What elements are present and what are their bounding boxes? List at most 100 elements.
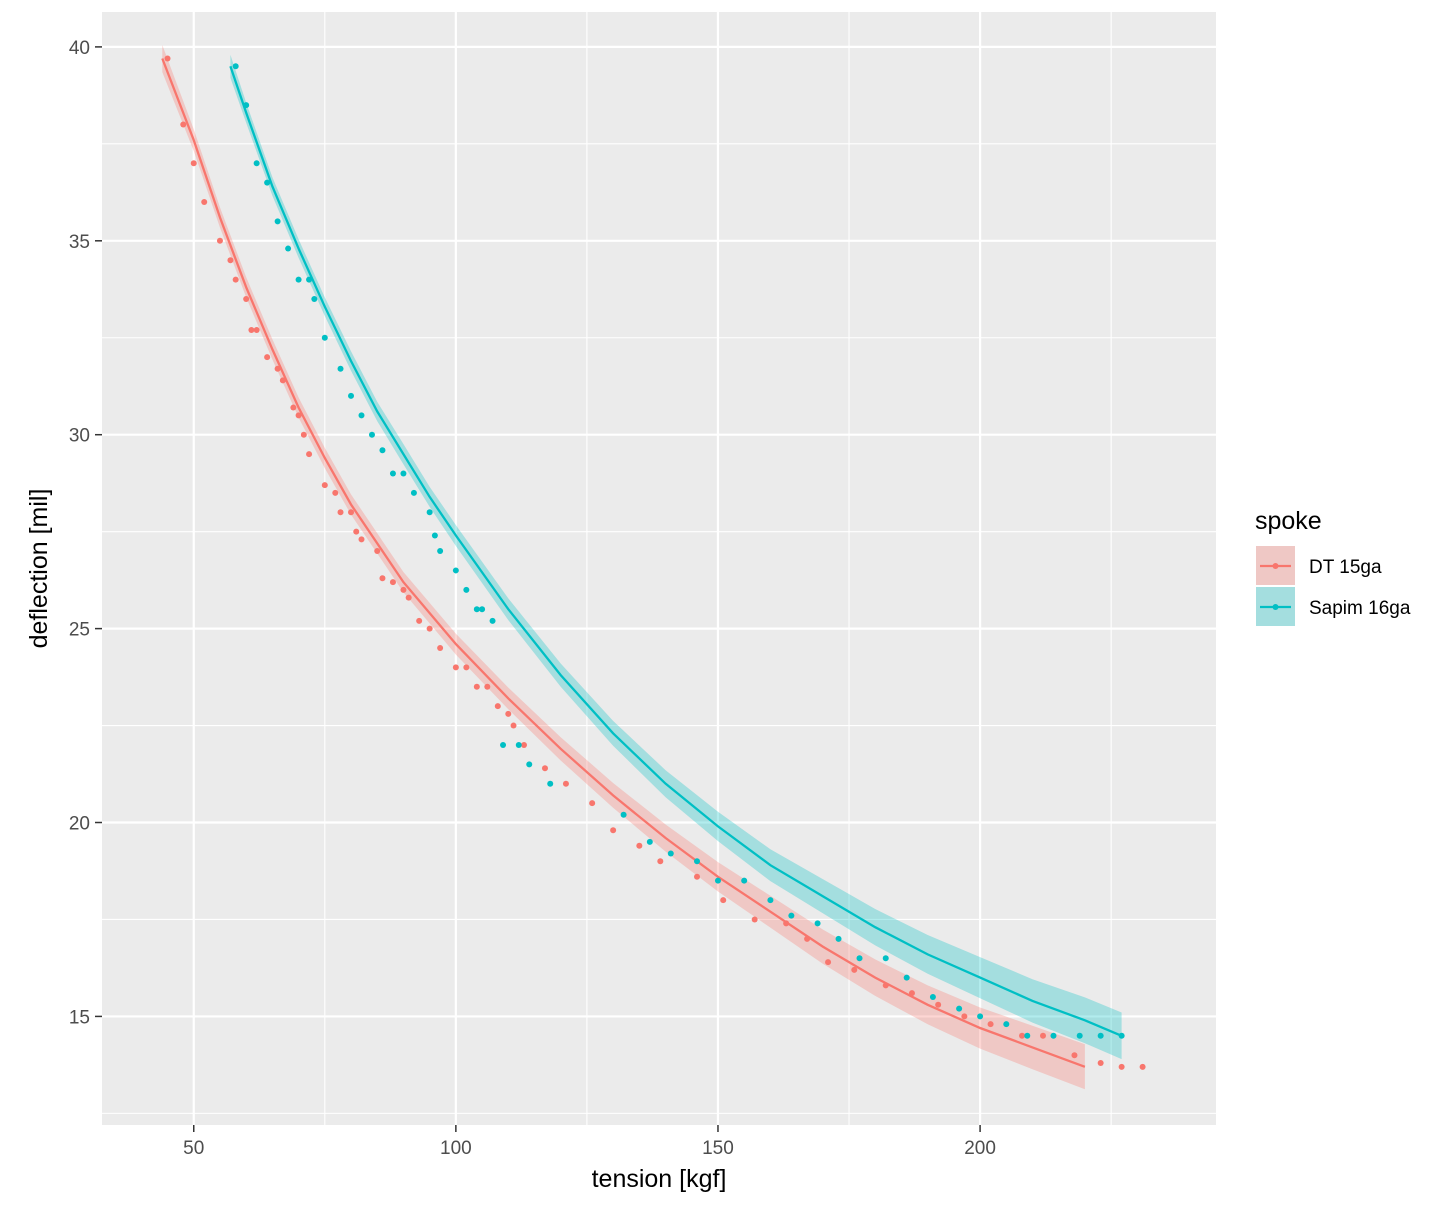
- data-point: [400, 586, 407, 593]
- data-point: [253, 327, 260, 333]
- data-point: [961, 1013, 968, 1020]
- data-point: [321, 482, 328, 489]
- data-point: [547, 780, 554, 787]
- data-point: [311, 295, 318, 302]
- data-point: [741, 877, 748, 884]
- data-point: [452, 567, 459, 574]
- data-point: [1097, 1032, 1104, 1039]
- fit-line-2: [229, 65, 1123, 1037]
- data-point: [295, 412, 302, 419]
- data-point: [473, 606, 480, 613]
- data-point: [1071, 1052, 1078, 1059]
- data-point: [368, 431, 375, 438]
- data-point: [374, 548, 381, 555]
- data-point: [636, 842, 643, 849]
- data-point: [977, 1013, 984, 1020]
- data-point: [216, 237, 223, 244]
- y-tick-label: 40: [69, 38, 90, 59]
- data-point: [348, 509, 355, 516]
- data-point: [484, 683, 491, 690]
- data-point: [473, 683, 480, 690]
- data-point: [290, 404, 297, 411]
- data-point: [274, 365, 281, 372]
- data-point: [243, 295, 250, 302]
- x-tick-labels: 50 100 150 200: [183, 1138, 996, 1159]
- axis-ticks: [95, 46, 981, 1132]
- data-point: [929, 994, 936, 1001]
- data-point: [515, 741, 522, 748]
- data-point: [908, 990, 915, 997]
- data-point: [510, 722, 517, 729]
- plot-panel-background: [102, 12, 1216, 1125]
- data-point: [190, 160, 197, 167]
- data-point: [232, 276, 239, 283]
- data-point: [300, 431, 307, 438]
- data-point: [405, 594, 412, 601]
- y-tick-label: 35: [69, 232, 90, 253]
- data-point: [657, 858, 664, 865]
- data-point: [264, 179, 271, 186]
- x-tick-label: 100: [440, 1138, 472, 1159]
- data-point: [379, 447, 386, 454]
- data-point: [751, 916, 758, 923]
- x-tick-label: 200: [964, 1138, 996, 1159]
- data-point: [279, 377, 286, 384]
- data-point: [348, 392, 355, 399]
- data-point: [814, 920, 821, 927]
- data-point: [358, 536, 365, 543]
- data-point: [714, 877, 721, 884]
- data-point: [426, 509, 433, 516]
- data-point: [416, 617, 423, 624]
- data-point: [264, 354, 271, 361]
- legend-title: spoke: [1255, 507, 1322, 535]
- legend: spoke DT 15ga Sapim 16ga: [1255, 507, 1411, 626]
- legend-item-2: Sapim 16ga: [1256, 587, 1411, 626]
- data-point: [694, 858, 701, 865]
- y-axis-title: deflection [mil]: [25, 489, 53, 649]
- data-point: [1019, 1032, 1026, 1039]
- minor-gridlines: [102, 12, 1216, 1125]
- data-point: [610, 827, 617, 834]
- fit-line-1: [161, 58, 1086, 1068]
- data-point: [321, 334, 328, 341]
- data-point: [1050, 1032, 1057, 1039]
- data-point: [526, 761, 533, 768]
- data-point: [935, 1001, 942, 1008]
- data-point: [1118, 1032, 1125, 1039]
- data-point: [463, 664, 470, 671]
- data-point: [1097, 1059, 1104, 1066]
- x-tick-label: 150: [702, 1138, 734, 1159]
- data-point: [956, 1005, 963, 1012]
- data-point: [306, 276, 313, 283]
- data-point: [505, 710, 512, 717]
- legend-key-point: [1272, 604, 1279, 610]
- data-point: [437, 645, 444, 651]
- data-point: [987, 1021, 994, 1028]
- data-point: [410, 489, 417, 496]
- data-point: [452, 664, 459, 671]
- data-point: [825, 959, 832, 966]
- data-point: [1003, 1021, 1010, 1028]
- data-point: [295, 276, 302, 283]
- data-point: [337, 365, 344, 372]
- data-point: [882, 982, 889, 989]
- data-point: [767, 897, 774, 904]
- data-point: [835, 935, 842, 942]
- legend-label: DT 15ga: [1309, 557, 1382, 578]
- data-point: [379, 575, 386, 582]
- data-point: [694, 873, 701, 880]
- data-point: [232, 63, 239, 70]
- data-point: [562, 780, 569, 787]
- data-point: [332, 489, 339, 496]
- major-gridlines: [102, 12, 1216, 1125]
- data-point: [646, 838, 653, 845]
- data-point: [1040, 1032, 1047, 1039]
- data-point: [431, 532, 438, 539]
- data-point: [489, 617, 496, 624]
- data-point: [358, 412, 365, 419]
- data-point: [788, 912, 795, 919]
- data-point: [426, 625, 433, 632]
- data-point: [851, 966, 858, 973]
- y-tick-label: 30: [69, 426, 90, 447]
